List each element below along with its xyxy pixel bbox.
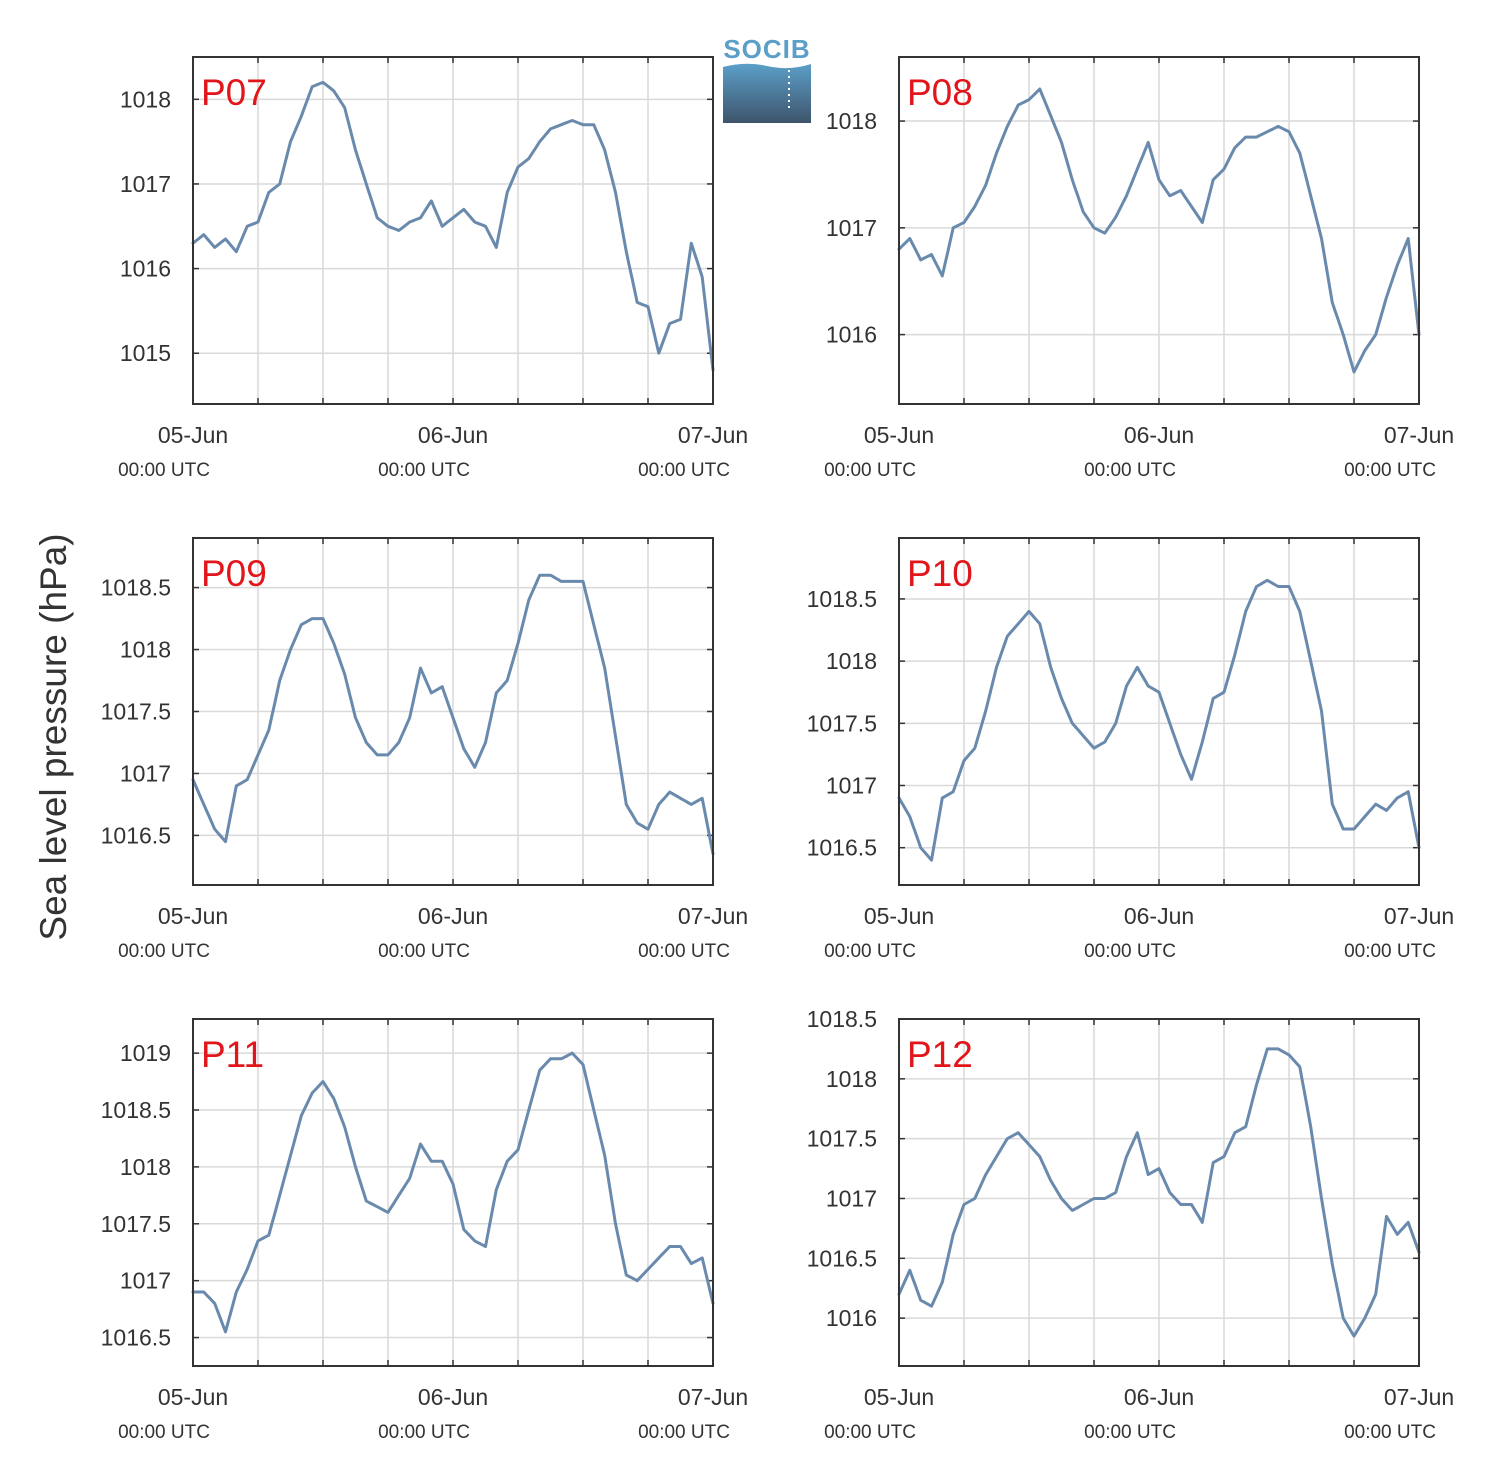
series-line-p07 [191, 80, 715, 372]
plot-frame [898, 56, 1420, 405]
y-tick-label: 1016 [826, 322, 877, 348]
y-tick-label: 1017.5 [807, 710, 877, 736]
chart-panel-p09: 1016.5 1017 1017.5 1018 1018.5 05-Jun 00:00 UT… [101, 537, 748, 962]
x-tick-date-label: 07-Jun [1384, 903, 1454, 929]
y-tick-label: 1018.5 [101, 575, 171, 601]
y-tick-label: 1017.5 [807, 1126, 877, 1152]
x-tick-time-label: 00:00 UTC [638, 941, 730, 962]
x-tick-time-label: 00:00 UTC [378, 460, 470, 481]
y-tick-label: 1018 [120, 1154, 171, 1180]
x-tick-time-label: 00:00 UTC [824, 941, 916, 962]
y-axis-label: Sea level pressure (hPa) [33, 533, 74, 940]
logo-wave-shape [723, 63, 811, 123]
y-tick-label: 1016.5 [101, 1325, 171, 1351]
x-tick-time-label: 00:00 UTC [118, 1422, 210, 1443]
x-tick-date-label: 05-Jun [158, 903, 228, 929]
y-tick-label: 1016.5 [807, 1245, 877, 1271]
x-tick-date-label: 05-Jun [158, 1384, 228, 1410]
chart-panel-p12: 1016 1016.5 1017 1017.5 1018 1018.5 05-Jun 00:0… [807, 1006, 1455, 1443]
y-tick-label: 1017.5 [101, 699, 171, 725]
x-tick-date-label: 06-Jun [1124, 903, 1194, 929]
y-tick-label: 1019 [120, 1040, 171, 1066]
y-tick-label: 1017 [120, 171, 171, 197]
x-tick-date-label: 07-Jun [678, 903, 748, 929]
x-tick-date-label: 07-Jun [678, 1384, 748, 1410]
y-tick-label: 1017 [120, 760, 171, 786]
x-tick-date-label: 05-Jun [864, 903, 934, 929]
x-tick-time-label: 00:00 UTC [378, 941, 470, 962]
plot-frame [192, 56, 714, 405]
x-tick-date-label: 06-Jun [418, 422, 488, 448]
x-tick-date-label: 05-Jun [864, 422, 934, 448]
x-tick-time-label: 00:00 UTC [1344, 460, 1436, 481]
y-tick-label: 1017 [826, 215, 877, 241]
panel-label: P08 [907, 72, 973, 113]
x-tick-time-label: 00:00 UTC [824, 460, 916, 481]
series-line-p11 [191, 1051, 715, 1334]
x-tick-time-label: 00:00 UTC [1084, 941, 1176, 962]
plot-frame [192, 1018, 714, 1367]
y-tick-label: 1018 [826, 108, 877, 134]
x-tick-time-label: 00:00 UTC [1084, 1422, 1176, 1443]
series-line-p09 [191, 573, 715, 856]
x-tick-date-label: 05-Jun [158, 422, 228, 448]
y-tick-label: 1018.5 [807, 1006, 877, 1032]
panel-label: P11 [201, 1034, 264, 1075]
plot-frame [898, 537, 1420, 886]
x-tick-time-label: 00:00 UTC [378, 1422, 470, 1443]
x-tick-time-label: 00:00 UTC [638, 1422, 730, 1443]
y-tick-label: 1018 [826, 1066, 877, 1092]
series-line-p08 [897, 87, 1421, 374]
logo-text: SOCIB [723, 34, 810, 64]
y-tick-label: 1017 [120, 1268, 171, 1294]
y-tick-label: 1016.5 [101, 822, 171, 848]
x-tick-date-label: 07-Jun [678, 422, 748, 448]
plot-frame [898, 1018, 1420, 1367]
x-tick-date-label: 06-Jun [418, 903, 488, 929]
panel-label: P09 [201, 553, 267, 594]
y-tick-label: 1018.5 [807, 586, 877, 612]
chart-panel-p08: 1016 1017 1018 05-Jun 00:00 UTC 06-Jun 00:00 U… [824, 56, 1454, 481]
chart-panel-p07: 1015 1016 1017 1018 05-Jun 00:00 UTC 06-Jun 00:… [118, 56, 748, 481]
panel-label: P12 [907, 1034, 973, 1075]
chart-panel-p11: 1016.5 1017 1017.5 1018 1018.5 1019 05-Jun 00:0… [101, 1018, 748, 1443]
series-line-p10 [897, 578, 1421, 862]
plot-frame [192, 537, 714, 886]
y-tick-label: 1016 [826, 1305, 877, 1331]
y-tick-label: 1018 [826, 648, 877, 674]
y-tick-label: 1018 [120, 637, 171, 663]
x-tick-time-label: 00:00 UTC [1344, 1422, 1436, 1443]
x-tick-date-label: 07-Jun [1384, 422, 1454, 448]
y-tick-label: 1015 [120, 340, 171, 366]
x-tick-time-label: 00:00 UTC [118, 941, 210, 962]
x-tick-date-label: 06-Jun [1124, 1384, 1194, 1410]
y-tick-label: 1018 [120, 86, 171, 112]
series-line-p12 [897, 1047, 1421, 1338]
y-tick-label: 1016 [120, 256, 171, 282]
x-tick-time-label: 00:00 UTC [1344, 941, 1436, 962]
panel-label: P07 [201, 72, 267, 113]
y-tick-label: 1017.5 [101, 1211, 171, 1237]
socib-logo: SOCIB [723, 34, 811, 123]
x-tick-date-label: 06-Jun [418, 1384, 488, 1410]
y-tick-label: 1017 [826, 1185, 877, 1211]
y-tick-label: 1018.5 [101, 1097, 171, 1123]
x-tick-date-label: 05-Jun [864, 1384, 934, 1410]
y-tick-label: 1016.5 [807, 835, 877, 861]
y-tick-label: 1017 [826, 773, 877, 799]
x-tick-date-label: 06-Jun [1124, 422, 1194, 448]
x-tick-date-label: 07-Jun [1384, 1384, 1454, 1410]
x-tick-time-label: 00:00 UTC [638, 460, 730, 481]
x-tick-time-label: 00:00 UTC [118, 460, 210, 481]
chart-panel-p10: 1016.5 1017 1017.5 1018 1018.5 05-Jun 00:00 UT… [807, 537, 1454, 962]
x-tick-time-label: 00:00 UTC [824, 1422, 916, 1443]
x-tick-time-label: 00:00 UTC [1084, 460, 1176, 481]
panel-label: P10 [907, 553, 973, 594]
